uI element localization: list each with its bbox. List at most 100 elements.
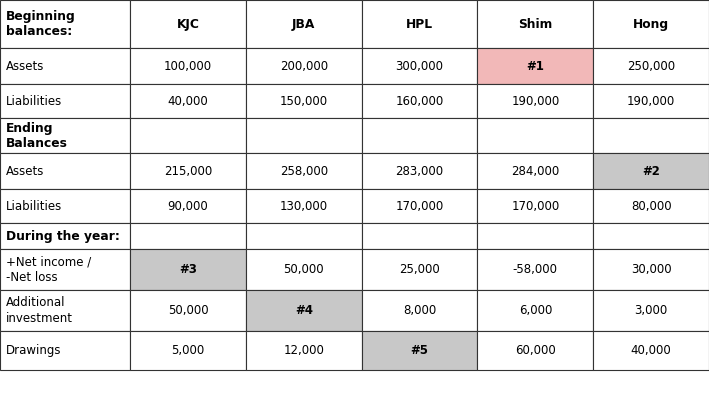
Bar [0, 290, 130, 331]
Text: 170,000: 170,000 [511, 200, 559, 212]
Bar [130, 223, 246, 249]
Text: 250,000: 250,000 [627, 60, 675, 73]
Bar [0, 223, 130, 249]
Text: 130,000: 130,000 [280, 200, 328, 212]
Text: 300,000: 300,000 [396, 60, 444, 73]
Bar [593, 0, 709, 48]
Text: 150,000: 150,000 [280, 95, 328, 108]
Text: Assets: Assets [6, 60, 44, 73]
Bar [593, 84, 709, 118]
Bar [246, 331, 362, 370]
Text: 283,000: 283,000 [396, 165, 444, 178]
Bar [246, 153, 362, 189]
Bar [593, 331, 709, 370]
Bar [130, 331, 246, 370]
Text: 190,000: 190,000 [511, 95, 559, 108]
Bar [477, 189, 593, 223]
Text: 40,000: 40,000 [167, 95, 208, 108]
Bar [246, 249, 362, 290]
Text: 25,000: 25,000 [399, 263, 440, 276]
Bar [130, 0, 246, 48]
Bar [130, 84, 246, 118]
Bar [362, 290, 477, 331]
Bar [477, 48, 593, 84]
Bar [130, 48, 246, 84]
Bar [0, 48, 130, 84]
Bar [0, 189, 130, 223]
Text: 160,000: 160,000 [396, 95, 444, 108]
Bar [246, 0, 362, 48]
Text: 190,000: 190,000 [627, 95, 675, 108]
Text: 40,000: 40,000 [631, 344, 671, 357]
Bar [246, 84, 362, 118]
Text: Beginning
balances:: Beginning balances: [6, 10, 75, 39]
Text: #2: #2 [642, 165, 660, 178]
Bar [130, 290, 246, 331]
Text: 170,000: 170,000 [396, 200, 444, 212]
Text: KJC: KJC [177, 18, 199, 31]
Bar [130, 118, 246, 153]
Bar [362, 84, 477, 118]
Bar [0, 331, 130, 370]
Bar [362, 249, 477, 290]
Bar [362, 153, 477, 189]
Text: During the year:: During the year: [6, 230, 120, 243]
Text: Liabilities: Liabilities [6, 200, 62, 212]
Text: Ending
Balances: Ending Balances [6, 122, 67, 150]
Bar [593, 153, 709, 189]
Text: 100,000: 100,000 [164, 60, 212, 73]
Bar [362, 331, 477, 370]
Text: 200,000: 200,000 [280, 60, 328, 73]
Bar [362, 48, 477, 84]
Text: 12,000: 12,000 [284, 344, 324, 357]
Bar [362, 223, 477, 249]
Bar [593, 223, 709, 249]
Bar [0, 84, 130, 118]
Text: HPL: HPL [406, 18, 433, 31]
Bar [477, 331, 593, 370]
Text: 90,000: 90,000 [167, 200, 208, 212]
Text: 60,000: 60,000 [515, 344, 556, 357]
Bar [593, 118, 709, 153]
Text: Liabilities: Liabilities [6, 95, 62, 108]
Bar [593, 48, 709, 84]
Bar [246, 189, 362, 223]
Text: Assets: Assets [6, 165, 44, 178]
Bar [130, 189, 246, 223]
Text: Drawings: Drawings [6, 344, 61, 357]
Bar [477, 223, 593, 249]
Text: JBA: JBA [292, 18, 316, 31]
Text: 3,000: 3,000 [635, 304, 668, 317]
Bar [246, 48, 362, 84]
Bar [0, 249, 130, 290]
Text: 80,000: 80,000 [631, 200, 671, 212]
Bar [246, 223, 362, 249]
Text: 258,000: 258,000 [280, 165, 328, 178]
Text: 50,000: 50,000 [168, 304, 208, 317]
Text: #5: #5 [411, 344, 428, 357]
Bar [477, 290, 593, 331]
Bar [593, 189, 709, 223]
Text: #3: #3 [179, 263, 197, 276]
Text: -58,000: -58,000 [513, 263, 558, 276]
Bar [246, 118, 362, 153]
Text: +Net income /
-Net loss: +Net income / -Net loss [6, 256, 91, 284]
Bar [0, 153, 130, 189]
Text: 5,000: 5,000 [172, 344, 205, 357]
Text: 215,000: 215,000 [164, 165, 212, 178]
Bar [477, 84, 593, 118]
Bar [0, 118, 130, 153]
Text: 8,000: 8,000 [403, 304, 436, 317]
Text: 30,000: 30,000 [631, 263, 671, 276]
Text: Hong: Hong [633, 18, 669, 31]
Bar [593, 249, 709, 290]
Bar [477, 153, 593, 189]
Bar [362, 118, 477, 153]
Text: Additional
investment: Additional investment [6, 296, 72, 325]
Bar [593, 290, 709, 331]
Bar [477, 118, 593, 153]
Text: 6,000: 6,000 [519, 304, 552, 317]
Bar [362, 189, 477, 223]
Bar [130, 153, 246, 189]
Bar [362, 0, 477, 48]
